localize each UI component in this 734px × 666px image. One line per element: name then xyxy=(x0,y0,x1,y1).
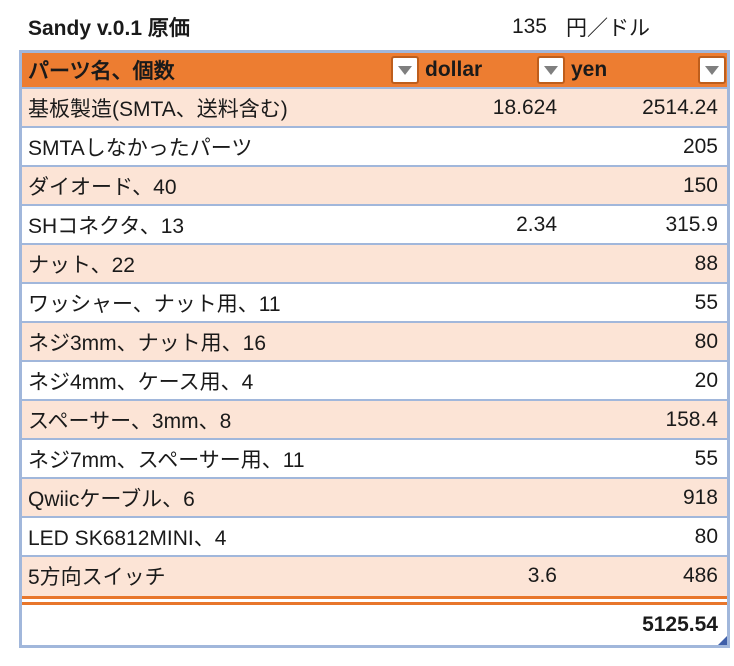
filter-dropdown-parts[interactable] xyxy=(391,56,419,84)
cell-part-name[interactable]: ワッシャー、ナット用、11 xyxy=(28,292,281,316)
cell-part-name[interactable]: Qwiicケーブル、6 xyxy=(28,487,195,511)
cell-yen[interactable]: 80 xyxy=(694,329,718,353)
table-row: ナット、22 88 xyxy=(22,245,727,284)
title-row: Sandy v.0.1 原価 135 円／ドル xyxy=(19,8,730,46)
table-row: ワッシャー、ナット用、11 55 xyxy=(22,284,727,323)
cell-part-name[interactable]: ネジ4mm、ケース用、4 xyxy=(28,370,254,394)
cell-yen[interactable]: 80 xyxy=(694,524,718,548)
header-label-parts: パーツ名、個数 xyxy=(28,60,175,83)
chevron-down-icon xyxy=(398,65,412,75)
cost-table: パーツ名、個数 dollar yen 基板製造(SMTA、送料含む) 18.624… xyxy=(19,50,730,648)
header-cell-parts[interactable]: パーツ名、個数 xyxy=(22,53,420,87)
table-row: SMTAしなかったパーツ 205 xyxy=(22,128,727,167)
cell-dollar[interactable] xyxy=(420,245,566,282)
chevron-down-icon xyxy=(705,65,719,75)
cell-part-name[interactable]: ナット、22 xyxy=(28,253,135,277)
exchange-rate-unit: 円／ドル xyxy=(566,17,650,40)
cell-part-name[interactable]: ダイオード、40 xyxy=(28,175,177,199)
table-row: LED SK6812MINI、4 80 xyxy=(22,518,727,557)
exchange-rate-value: 135 xyxy=(511,15,547,38)
chevron-down-icon xyxy=(544,65,558,75)
cell-dollar[interactable] xyxy=(420,479,566,516)
cell-yen[interactable]: 20 xyxy=(694,368,718,392)
cell-yen[interactable]: 918 xyxy=(682,485,718,509)
cell-part-name[interactable]: LED SK6812MINI、4 xyxy=(28,526,227,550)
table-row: 5方向スイッチ 3.6 486 xyxy=(22,557,727,596)
cell-part-name[interactable]: 5方向スイッチ xyxy=(28,565,166,589)
total-divider xyxy=(22,596,727,605)
filter-dropdown-dollar[interactable] xyxy=(537,56,565,84)
header-label-yen: yen xyxy=(571,58,608,81)
table-row: ダイオード、40 150 xyxy=(22,167,727,206)
table-row: ネジ4mm、ケース用、4 20 xyxy=(22,362,727,401)
cell-yen[interactable]: 55 xyxy=(694,290,718,314)
cell-yen[interactable]: 55 xyxy=(694,446,718,470)
cell-dollar[interactable] xyxy=(420,362,566,399)
cell-yen[interactable]: 486 xyxy=(682,563,718,587)
table-row: Qwiicケーブル、6 918 xyxy=(22,479,727,518)
header-cell-yen[interactable]: yen xyxy=(566,53,727,87)
total-empty-cell[interactable] xyxy=(420,605,566,645)
cell-yen[interactable]: 205 xyxy=(682,134,718,158)
cell-part-name[interactable]: 基板製造(SMTA、送料含む) xyxy=(28,97,288,121)
cell-dollar[interactable]: 3.6 xyxy=(527,563,557,587)
page-title: Sandy v.0.1 原価 xyxy=(28,17,190,40)
cell-dollar[interactable] xyxy=(420,518,566,555)
cell-part-name[interactable]: ネジ3mm、ナット用、16 xyxy=(28,331,267,355)
cell-dollar[interactable] xyxy=(420,284,566,321)
table-row: ネジ3mm、ナット用、16 80 xyxy=(22,323,727,362)
cell-dollar[interactable] xyxy=(420,401,566,438)
cell-dollar[interactable] xyxy=(420,167,566,204)
table-row: ネジ7mm、スペーサー用、11 55 xyxy=(22,440,727,479)
cell-dollar[interactable]: 18.624 xyxy=(492,95,557,119)
cell-part-name[interactable]: SMTAしなかったパーツ xyxy=(28,136,253,160)
header-label-dollar: dollar xyxy=(425,58,483,81)
table-row: 基板製造(SMTA、送料含む) 18.624 2514.24 xyxy=(22,89,727,128)
cell-yen[interactable]: 88 xyxy=(694,251,718,275)
table-row: スペーサー、3mm、8 158.4 xyxy=(22,401,727,440)
table-header-row: パーツ名、個数 dollar yen xyxy=(22,53,727,89)
cell-yen[interactable]: 150 xyxy=(682,173,718,197)
cell-part-name[interactable]: SHコネクタ、13 xyxy=(28,214,185,238)
total-empty-cell[interactable] xyxy=(22,605,420,645)
table-row: SHコネクタ、13 2.34 315.9 xyxy=(22,206,727,245)
table-body: 基板製造(SMTA、送料含む) 18.624 2514.24 SMTAしなかったパーツ… xyxy=(22,89,727,596)
cell-yen[interactable]: 2514.24 xyxy=(642,95,718,119)
cell-dollar[interactable] xyxy=(420,128,566,165)
filter-dropdown-yen[interactable] xyxy=(698,56,726,84)
cell-dollar[interactable] xyxy=(420,440,566,477)
cell-yen[interactable]: 158.4 xyxy=(665,407,718,431)
cell-yen[interactable]: 315.9 xyxy=(665,212,718,236)
cell-part-name[interactable]: ネジ7mm、スペーサー用、11 xyxy=(28,448,305,472)
table-resize-handle[interactable] xyxy=(718,636,727,645)
total-row: 5125.54 xyxy=(22,605,727,645)
total-yen-value[interactable]: 5125.54 xyxy=(642,613,718,636)
cell-part-name[interactable]: スペーサー、3mm、8 xyxy=(28,409,232,433)
cell-dollar[interactable]: 2.34 xyxy=(516,212,557,236)
cell-dollar[interactable] xyxy=(420,323,566,360)
header-cell-dollar[interactable]: dollar xyxy=(420,53,566,87)
